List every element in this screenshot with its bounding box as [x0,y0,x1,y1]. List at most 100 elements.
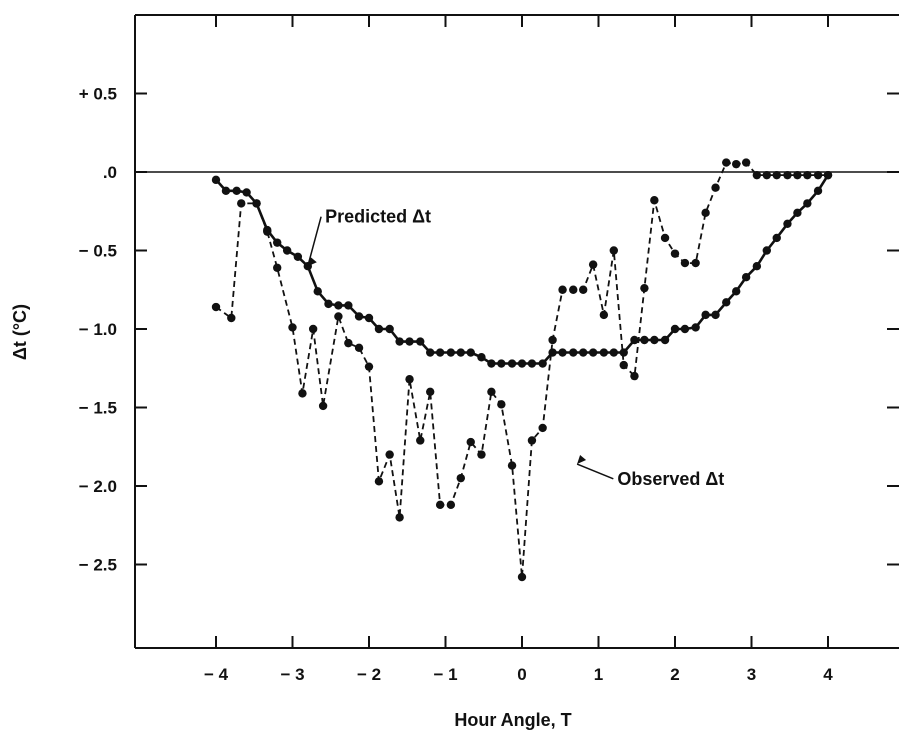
predicted-data-point [324,299,333,309]
predicted-data-point [446,348,456,357]
observed-data-point [793,170,802,180]
predicted-data-point [364,313,374,323]
observed-data-point [711,183,720,192]
predicted-data-point [385,324,394,334]
observed-data-point [741,158,751,167]
predicted-data-point [619,348,628,357]
plot-frame [134,14,899,649]
observed-series-line [215,161,828,578]
x-axis-title: Hour Angle, T [454,710,571,730]
observed-data-point [318,401,328,411]
predicted-data-point [711,310,720,320]
x-tick-label: 4 [823,665,833,684]
x-tick-label: 1 [594,665,603,684]
observed-leader-line [576,463,614,480]
observed-data-point [803,170,812,180]
observed-data-point [732,159,741,169]
predicted-data-point [232,186,241,196]
observed-annotation-label: Observed Δt [617,469,724,489]
predicted-data-point [609,348,618,357]
predicted-leader-arrowhead [307,257,317,267]
observed-data-point [609,246,618,255]
predicted-data-point [527,359,537,368]
predicted-data-point [344,301,353,310]
observed-data-point [298,389,307,398]
predicted-data-point [548,348,557,357]
predicted-data-point [282,246,292,255]
observed-data-point [364,362,374,371]
observed-data-point [385,450,394,459]
observed-data-point [395,513,404,522]
predicted-data-point [640,335,649,345]
observed-data-point [344,338,353,348]
predicted-data-point [242,188,251,197]
series-layer [211,158,833,582]
observed-data-point [416,436,425,445]
observed-data-point [650,196,659,205]
x-tick-label: − 1 [433,665,457,684]
predicted-data-point [630,335,639,345]
observed-data-point [211,302,221,312]
observed-data-point [517,572,527,582]
x-tick-label: 0 [517,665,526,684]
observed-data-point [823,170,833,180]
observed-leader-arrowhead [577,455,587,465]
observed-data-point [599,310,609,320]
predicted-data-point [588,348,598,357]
predicted-data-point [354,312,364,321]
y-tick-label: − 2.0 [79,477,117,496]
predicted-data-point [558,348,567,357]
predicted-data-point [497,359,506,368]
predicted-data-point [395,337,404,346]
observed-data-point [548,335,557,345]
predicted-data-point [803,199,812,208]
observed-data-point [252,199,261,208]
predicted-data-point [517,359,527,368]
predicted-data-point [313,287,322,296]
observed-data-point [237,199,246,208]
predicted-data-point [813,186,823,196]
observed-data-point [527,436,537,445]
observed-data-point [227,313,236,323]
x-tick-label: 3 [747,665,756,684]
observed-data-point [288,323,297,332]
observed-data-point [435,500,445,510]
observed-data-point [680,258,690,268]
observed-data-point [507,461,517,470]
y-tick-label: − 0.5 [79,242,117,261]
observed-data-point [374,477,384,486]
observed-data-point [426,387,435,396]
observed-data-point [752,170,762,180]
x-tick-label: − 3 [280,665,304,684]
observed-data-point [569,285,578,294]
observed-data-point [640,283,649,293]
observed-data-point [783,170,792,180]
predicted-data-point [599,348,609,357]
observed-data-point [263,227,272,236]
y-axis-title: Δt (°C) [10,304,30,360]
observed-data-point [722,158,731,167]
observed-data-point [772,170,781,180]
y-tick-label: − 1.5 [79,399,117,418]
observed-data-point [487,387,496,396]
predicted-data-point [487,359,496,368]
predicted-data-point [426,348,435,357]
observed-data-point [660,233,670,243]
observed-data-point [354,343,364,353]
predicted-data-point [221,186,231,196]
observed-data-point [273,263,282,272]
predicted-data-point [579,348,588,357]
annotation-layer: Predicted Δt Observed Δt [307,207,724,489]
observed-data-point [579,285,588,294]
predicted-data-point [569,348,578,357]
observed-data-point [446,500,456,510]
predicted-data-point [680,324,690,334]
y-tick-label: .0 [103,163,117,182]
predicted-data-point [405,337,414,346]
x-tick-label: − 4 [204,665,229,684]
predicted-data-point [211,175,221,185]
observed-data-point [538,423,547,433]
predicted-data-point [660,335,670,345]
predicted-data-point [538,359,547,368]
